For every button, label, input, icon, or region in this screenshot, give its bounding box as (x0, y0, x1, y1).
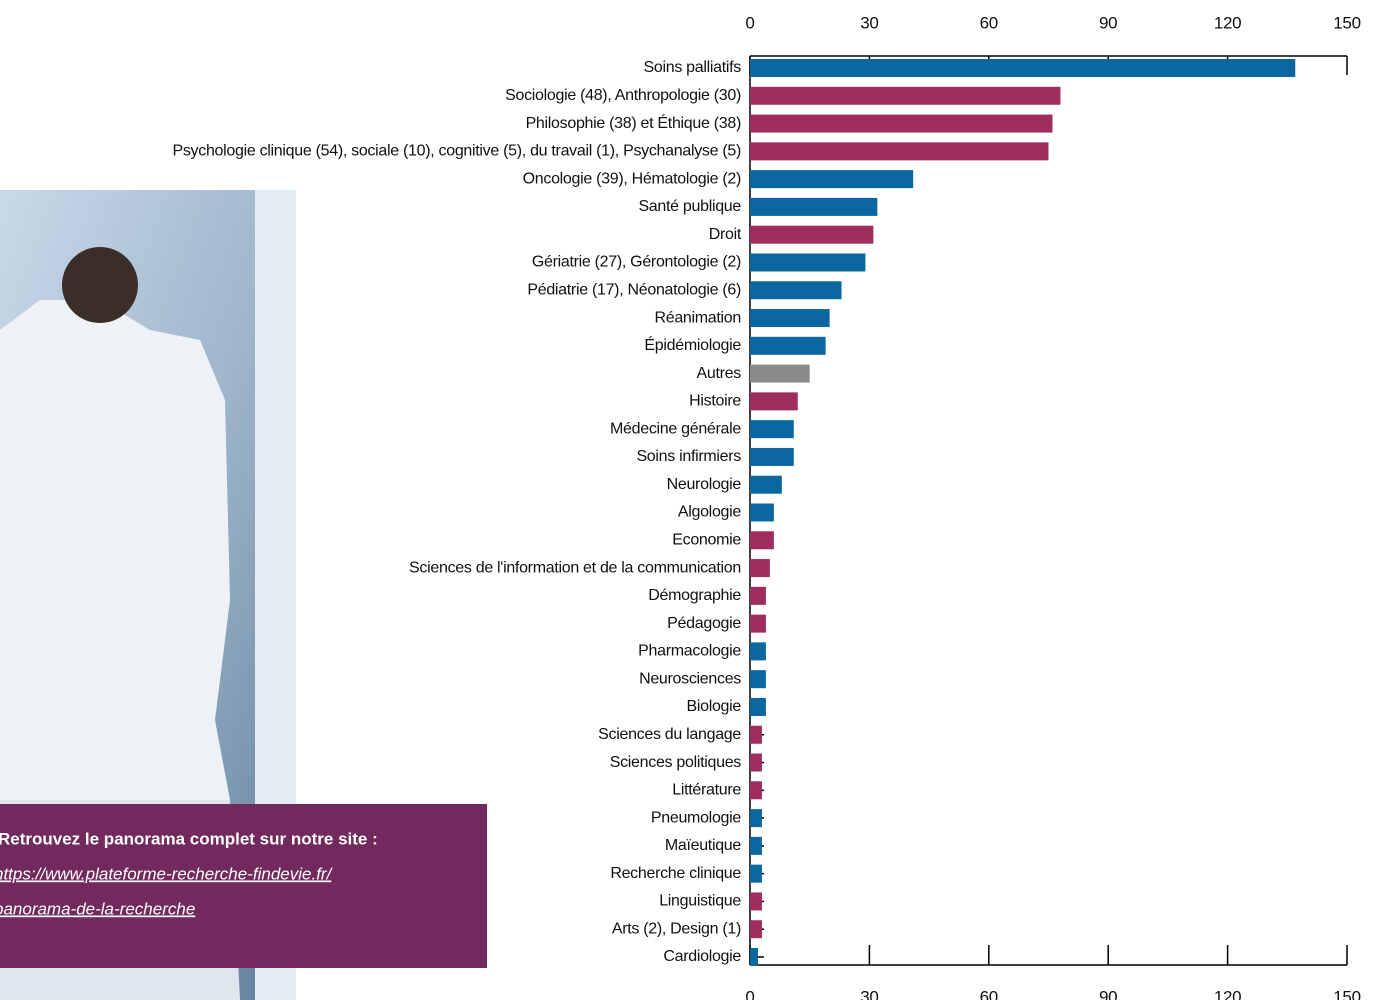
x-tick-label: 30 (860, 987, 878, 1000)
y-tick-label: Médecine générale (610, 420, 741, 437)
bar (750, 642, 766, 660)
y-tick-label: Pédagogie (667, 615, 741, 632)
y-tick-label: Gériatrie (27), Gérontologie (2) (532, 254, 741, 271)
bar (750, 781, 762, 799)
y-tick-label: Economie (672, 532, 741, 549)
bar (750, 754, 762, 772)
y-tick-label: Épidémiologie (644, 335, 741, 354)
bar (750, 615, 766, 633)
y-tick-label: Histoire (689, 393, 741, 410)
bar (750, 531, 774, 549)
x-tick-label: 90 (1099, 13, 1117, 32)
bar (750, 587, 766, 605)
y-tick-label: Maïeutique (665, 837, 742, 854)
y-tick-label: Philosophie (38) et Éthique (38) (526, 113, 741, 132)
callout-title: Retrouvez le panorama complet sur notre … (0, 829, 378, 848)
x-tick-label: 60 (980, 987, 998, 1000)
callout-link[interactable]: https://www.plateforme-recherche-findevi… (0, 864, 334, 883)
bar (750, 837, 762, 855)
bar (750, 476, 782, 494)
y-tick-label: Soins palliatifs (644, 59, 742, 76)
bar (750, 226, 873, 244)
x-tick-label: 120 (1214, 987, 1241, 1000)
x-tick-label: 30 (860, 13, 878, 32)
bar (750, 281, 842, 299)
bar (750, 920, 762, 938)
page: Retrouvez le panorama complet sur notre … (0, 0, 1389, 1000)
y-tick-label: Arts (2), Design (1) (612, 920, 741, 937)
bar (750, 670, 766, 688)
y-tick-label: Pédiatrie (17), Néonatologie (6) (527, 281, 741, 298)
bar (750, 892, 762, 910)
bar (750, 365, 810, 383)
y-tick-label: Littérature (672, 782, 741, 799)
x-tick-label: 0 (745, 987, 754, 1000)
x-tick-label: 0 (745, 13, 754, 32)
y-tick-label: Droit (709, 226, 742, 243)
bar (750, 392, 798, 410)
y-tick-label: Pharmacologie (638, 643, 741, 660)
y-tick-label: Démographie (648, 587, 741, 604)
callout: Retrouvez le panorama complet sur notre … (0, 804, 487, 968)
y-tick-label: Neurologie (667, 476, 742, 493)
bar (750, 170, 913, 188)
x-tick-label: 90 (1099, 987, 1117, 1000)
y-tick-label: Psychologie clinique (54), sociale (10),… (172, 143, 741, 160)
x-tick-label: 60 (980, 13, 998, 32)
x-tick-label: 150 (1333, 13, 1360, 32)
y-tick-label: Algologie (678, 504, 742, 521)
bar (750, 504, 774, 522)
bar (750, 59, 1295, 77)
x-tick-label: 150 (1333, 987, 1360, 1000)
bar (750, 253, 865, 271)
bar (750, 142, 1049, 160)
y-tick-label: Soins infirmiers (636, 448, 741, 465)
y-tick-label: Autres (697, 365, 742, 382)
callout-link[interactable]: panorama-de-la-recherche (0, 899, 195, 918)
bar (750, 726, 762, 744)
y-tick-label: Cardiologie (663, 948, 741, 965)
bar (750, 865, 762, 883)
y-tick-label: Oncologie (39), Hématologie (2) (523, 170, 741, 187)
x-tick-label: 120 (1214, 13, 1241, 32)
bar (750, 115, 1052, 133)
y-tick-label: Biologie (686, 698, 741, 715)
bar (750, 698, 766, 716)
y-tick-label: Recherche clinique (610, 865, 741, 882)
y-tick-label: Réanimation (654, 309, 741, 326)
bar (750, 809, 762, 827)
bar (750, 420, 794, 438)
bar (750, 448, 794, 466)
bar (750, 559, 770, 577)
y-tick-label: Sciences de l'information et de la commu… (409, 559, 741, 576)
bar (750, 337, 826, 355)
y-tick-label: Neurosciences (639, 670, 741, 687)
y-tick-label: Linguistique (659, 893, 741, 910)
chart: Retrouvez le panorama complet sur notre … (0, 0, 1389, 1000)
y-tick-label: Sciences du langage (598, 726, 741, 743)
bar (750, 948, 758, 966)
bar (750, 309, 830, 327)
y-tick-label: Santé publique (638, 198, 741, 215)
y-tick-label: Pneumologie (651, 809, 742, 826)
bar (750, 87, 1060, 105)
y-tick-label: Sciences politiques (610, 754, 742, 771)
bar (750, 198, 877, 216)
y-tick-label: Sociologie (48), Anthropologie (30) (505, 87, 741, 104)
